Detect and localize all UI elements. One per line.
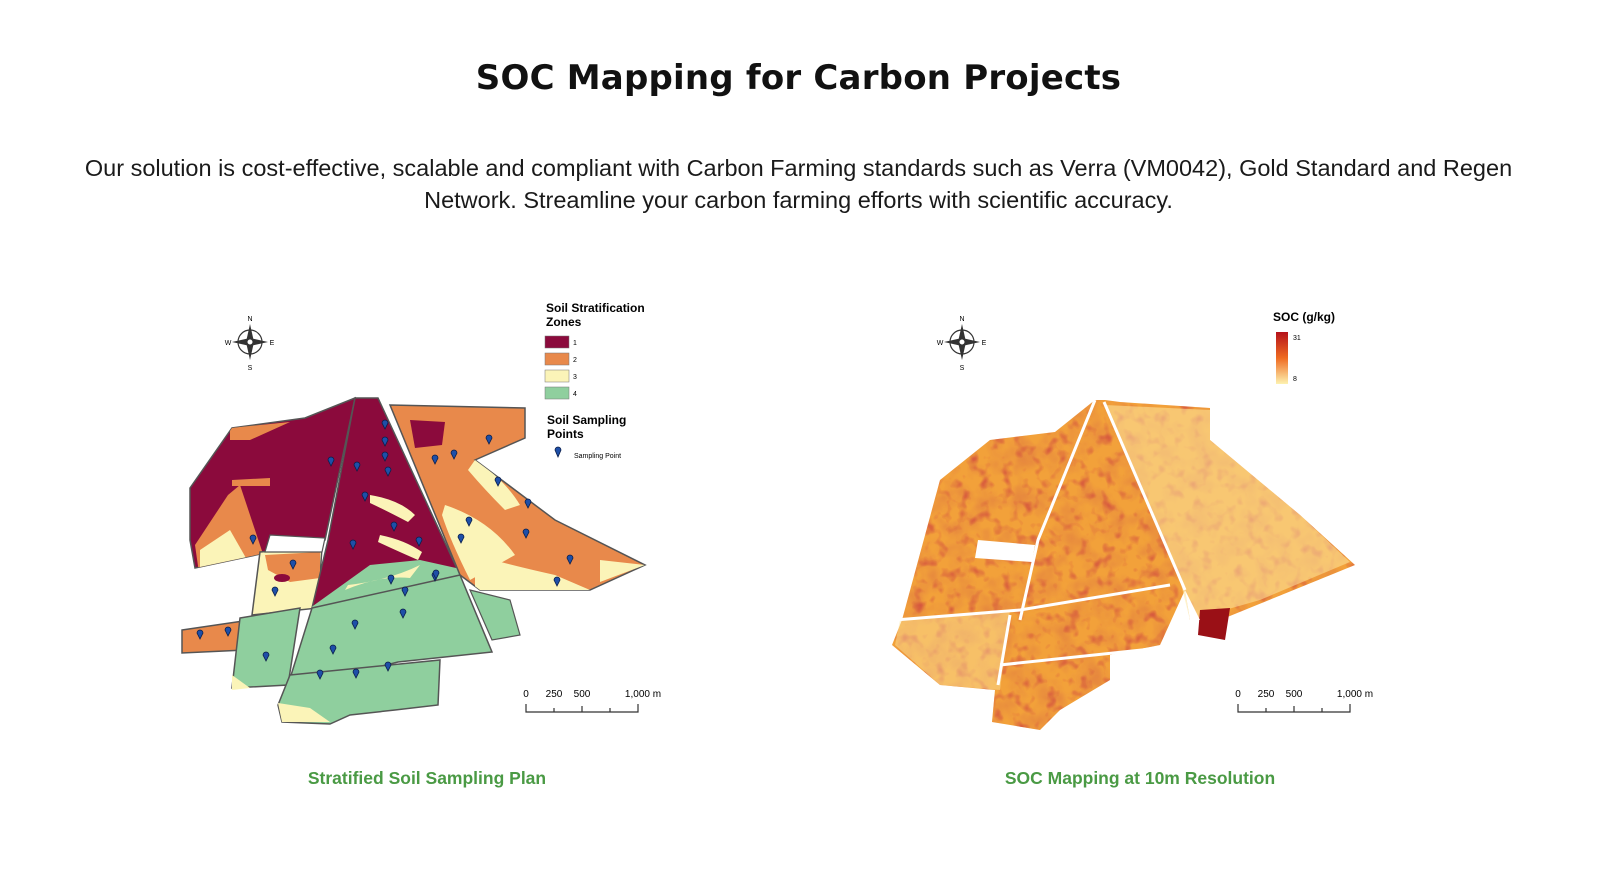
- scale-tick-1000: 1,000 m: [625, 689, 661, 700]
- field-east: [388, 404, 647, 591]
- scale-tick-0: 0: [523, 689, 529, 700]
- compass-e: E: [270, 340, 275, 347]
- caption-left: Stratified Soil Sampling Plan: [307, 768, 547, 788]
- scale-bar: 0 250 500 1,000 m: [523, 689, 661, 713]
- legend-title-zones-line1: Soil Stratification: [546, 301, 645, 315]
- soc-legend-title: SOC (g/kg): [1273, 310, 1335, 324]
- legend-title-zones-line2: Zones: [546, 315, 582, 329]
- compass-s: S: [960, 365, 965, 372]
- scale-tick-250: 250: [1258, 689, 1275, 700]
- scale-tick-500: 500: [574, 689, 591, 700]
- compass-s: S: [248, 365, 253, 372]
- legend-label-4: 4: [573, 391, 577, 398]
- legend-title-points-line1: Soil Sampling: [547, 413, 626, 427]
- compass-icon: N S W E: [225, 316, 275, 372]
- sampling-point-icon: [554, 446, 562, 459]
- compass-icon: N S W E: [937, 316, 987, 372]
- legend-label-2: 2: [573, 357, 577, 364]
- soc-legend-min: 8: [1293, 376, 1297, 383]
- compass-n: N: [959, 316, 964, 323]
- scale-tick-0: 0: [1235, 689, 1241, 700]
- page-title: SOC Mapping for Carbon Projects: [475, 58, 1122, 98]
- soc-map: N S W E SOC (g/kg) 31 8 0 250 500 1,000 …: [892, 310, 1373, 730]
- compass-e: E: [982, 340, 987, 347]
- page-description: Our solution is cost-effective, scalable…: [84, 155, 1513, 213]
- zones-legend: Soil Stratification Zones 1 2 3 4 Soil S…: [544, 301, 645, 460]
- compass-w: W: [225, 340, 232, 347]
- caption-right: SOC Mapping at 10m Resolution: [1004, 768, 1276, 788]
- legend-swatch-4: [544, 386, 570, 400]
- legend-title-points-line2: Points: [547, 427, 584, 441]
- legend-label-1: 1: [573, 340, 577, 347]
- scale-tick-500: 500: [1286, 689, 1303, 700]
- legend-point-label: Sampling Point: [574, 453, 621, 460]
- compass-w: W: [937, 340, 944, 347]
- compass-n: N: [247, 316, 252, 323]
- soc-legend-max: 31: [1293, 335, 1301, 342]
- scale-bar: 0 250 500 1,000 m: [1235, 689, 1373, 713]
- legend-label-3: 3: [573, 374, 577, 381]
- legend-swatch-3: [544, 369, 570, 383]
- stratified-sampling-map: N S W E: [181, 301, 661, 725]
- scale-tick-250: 250: [546, 689, 563, 700]
- soc-legend-gradient: [1276, 332, 1288, 384]
- legend-swatch-2: [544, 352, 570, 366]
- soc-raster: [892, 399, 1355, 730]
- scale-tick-1000: 1,000 m: [1337, 689, 1373, 700]
- legend-swatch-1: [544, 335, 570, 349]
- sampling-points: [196, 419, 574, 680]
- soc-legend: SOC (g/kg) 31 8: [1273, 310, 1335, 384]
